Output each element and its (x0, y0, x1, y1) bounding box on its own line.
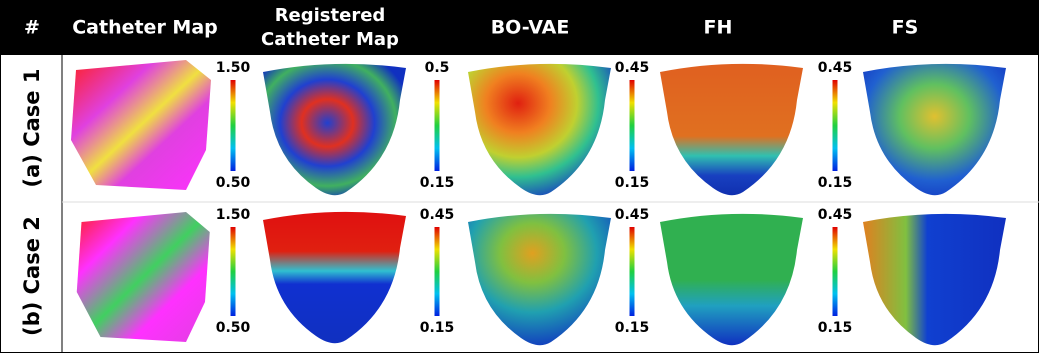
colorbar-max: 0.5 (425, 60, 450, 76)
colorbar-max: 1.50 (216, 60, 251, 76)
colorbar (230, 80, 236, 171)
colorbar-max: 0.45 (818, 60, 853, 76)
fh-map (660, 213, 803, 346)
colorbar-min: 0.15 (818, 320, 853, 336)
colorbar (434, 80, 440, 171)
colorbar-min: 0.15 (420, 175, 455, 191)
colorbar-max: 1.50 (216, 207, 251, 223)
header-bar (0, 0, 1039, 55)
colorbar-min: 0.50 (216, 320, 251, 336)
catheter-map (71, 60, 211, 190)
fs-map (863, 63, 1006, 196)
column-header: FH (704, 17, 733, 39)
colorbar (230, 227, 236, 316)
registered-map (263, 211, 406, 344)
colorbar-min: 0.50 (216, 175, 251, 191)
colorbar (629, 227, 635, 316)
column-header: Registered Catheter Map (261, 4, 399, 50)
row-label: (b) Case 2 (20, 216, 44, 336)
bo-vae-map (468, 213, 611, 346)
registered-map (263, 63, 406, 196)
colorbar-max: 0.45 (615, 207, 650, 223)
colorbar (832, 80, 838, 171)
colorbar-min: 0.15 (615, 320, 650, 336)
colorbar-min: 0.15 (615, 175, 650, 191)
colorbar-min: 0.15 (420, 320, 455, 336)
column-header: # (24, 17, 40, 39)
colorbar-max: 0.45 (420, 207, 455, 223)
catheter-map (76, 212, 210, 342)
colorbar-max: 0.45 (818, 207, 853, 223)
fh-map (660, 63, 803, 196)
column-header: Catheter Map (72, 17, 218, 39)
colorbar-max: 0.45 (615, 60, 650, 76)
row-label: (a) Case 1 (20, 69, 44, 188)
colorbar (832, 227, 838, 316)
column-header: BO-VAE (491, 17, 570, 39)
column-header-box: Registered Catheter Map (261, 4, 399, 50)
bo-vae-map (468, 63, 611, 196)
column-header: FS (892, 17, 919, 39)
colorbar (434, 227, 440, 316)
colorbar (629, 80, 635, 171)
fs-map (863, 213, 1006, 346)
colorbar-min: 0.15 (818, 175, 853, 191)
